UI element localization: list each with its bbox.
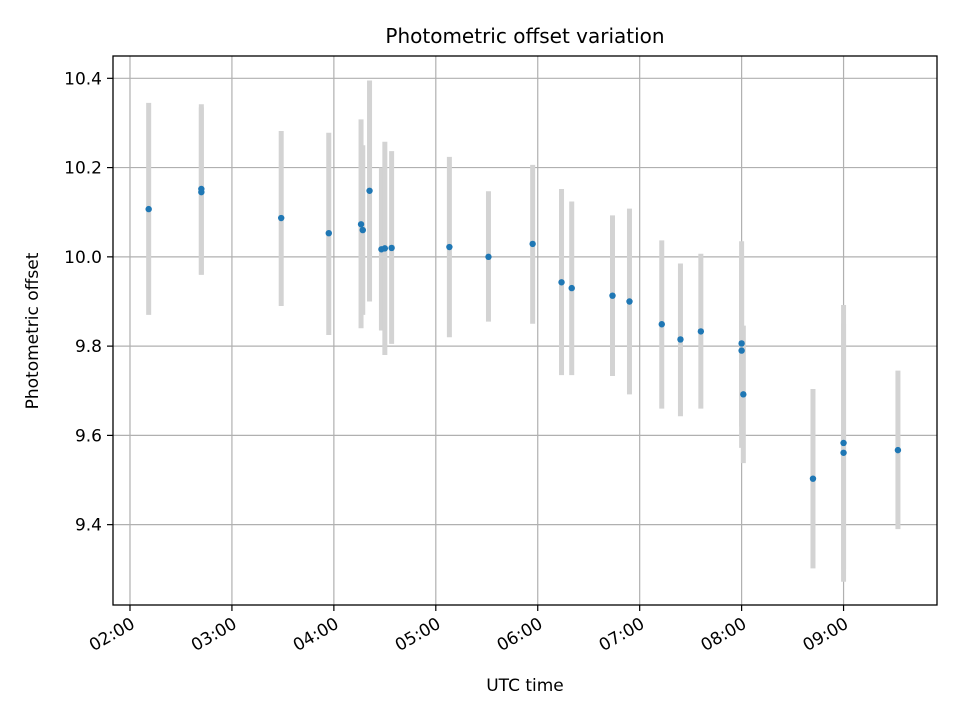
data-point — [558, 279, 565, 286]
data-point — [738, 340, 745, 347]
data-point — [485, 253, 492, 261]
data-point — [388, 244, 395, 252]
data-point — [609, 292, 616, 299]
y-tick-label: 9.8 — [75, 337, 102, 357]
data-point — [325, 229, 332, 237]
data-point — [145, 205, 152, 213]
y-tick-label: 10.4 — [64, 69, 102, 89]
data-point — [740, 391, 747, 398]
chart-title: Photometric offset variation — [385, 24, 664, 48]
data-point — [738, 347, 745, 354]
data-point — [381, 245, 389, 252]
y-axis-label: Photometric offset — [23, 252, 43, 409]
plot-frame — [112, 55, 938, 606]
data-point — [894, 446, 902, 454]
data-point — [658, 321, 665, 328]
data-point — [366, 187, 373, 194]
data-point — [568, 284, 575, 292]
data-point — [277, 214, 285, 222]
y-axis-ticks: 9.4 9.6 9.8 10.0 10.2 10.4 — [64, 69, 113, 536]
grid — [113, 56, 937, 605]
data-point — [697, 328, 705, 335]
y-tick-label: 10.2 — [64, 159, 102, 179]
data-point — [677, 336, 684, 343]
data-point — [809, 475, 817, 482]
y-tick-label: 10.0 — [64, 248, 102, 268]
y-tick-label: 9.4 — [75, 516, 102, 536]
data-point — [446, 243, 453, 251]
x-axis-label: UTC time — [486, 676, 564, 696]
data-point — [529, 240, 536, 248]
data-point — [840, 439, 847, 447]
data-points — [145, 185, 902, 482]
data-point — [359, 226, 366, 234]
data-point — [840, 449, 847, 456]
y-tick-label: 9.6 — [75, 426, 102, 446]
data-point — [357, 221, 365, 228]
data-point — [198, 188, 205, 196]
data-point — [626, 298, 633, 305]
